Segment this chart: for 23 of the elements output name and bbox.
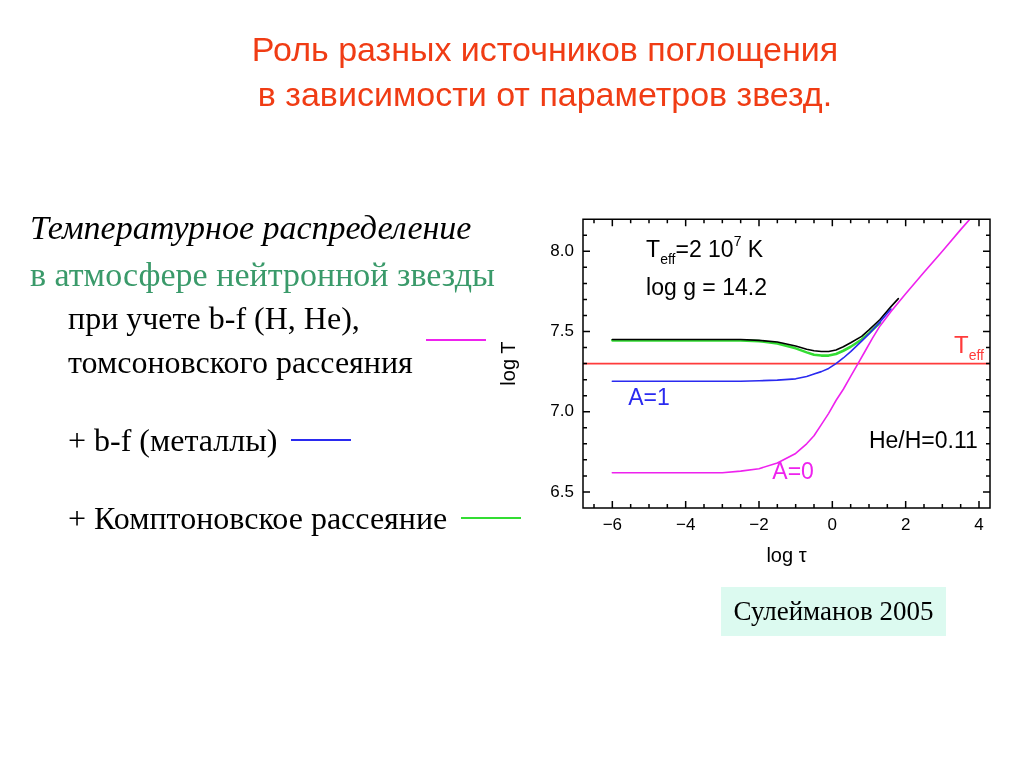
x-axis-title: log τ (766, 543, 807, 566)
legend-title: в атмосфере нейтронной звезды (30, 255, 495, 295)
y-tick-label: 7.0 (550, 401, 574, 421)
legend-label: + b-f (металлы) (68, 421, 279, 460)
y-tick-label: 8.0 (550, 240, 574, 260)
y-tick-label: 6.5 (550, 481, 574, 501)
x-tick-label: −6 (602, 514, 623, 534)
x-tick-label: 2 (900, 514, 911, 534)
text: Температурное распределение (30, 208, 472, 248)
annotation: log g = 14.2 (646, 273, 767, 300)
x-tick-label: −4 (675, 514, 696, 534)
x-tick-label: 4 (974, 514, 984, 534)
y-tick-label: 7.5 (550, 321, 574, 341)
annotation: A=1 (628, 383, 670, 410)
annotation: A=0 (772, 457, 814, 484)
text: Сулейманов 2005 (721, 587, 946, 636)
x-tick-label: 0 (827, 514, 838, 534)
legend-label: при учете b-f (H, He), томсоновского рассеяния (68, 299, 414, 382)
x-tick-label: −2 (749, 514, 769, 534)
chart-title: Роль разных источников поглощения в зависимости от параметров звезд. (250, 29, 840, 115)
legend-label: + Комптоновское рассеяние (68, 499, 449, 538)
y-axis-title: log T (496, 341, 519, 386)
annotation: He/H=0.11 (868, 426, 978, 453)
